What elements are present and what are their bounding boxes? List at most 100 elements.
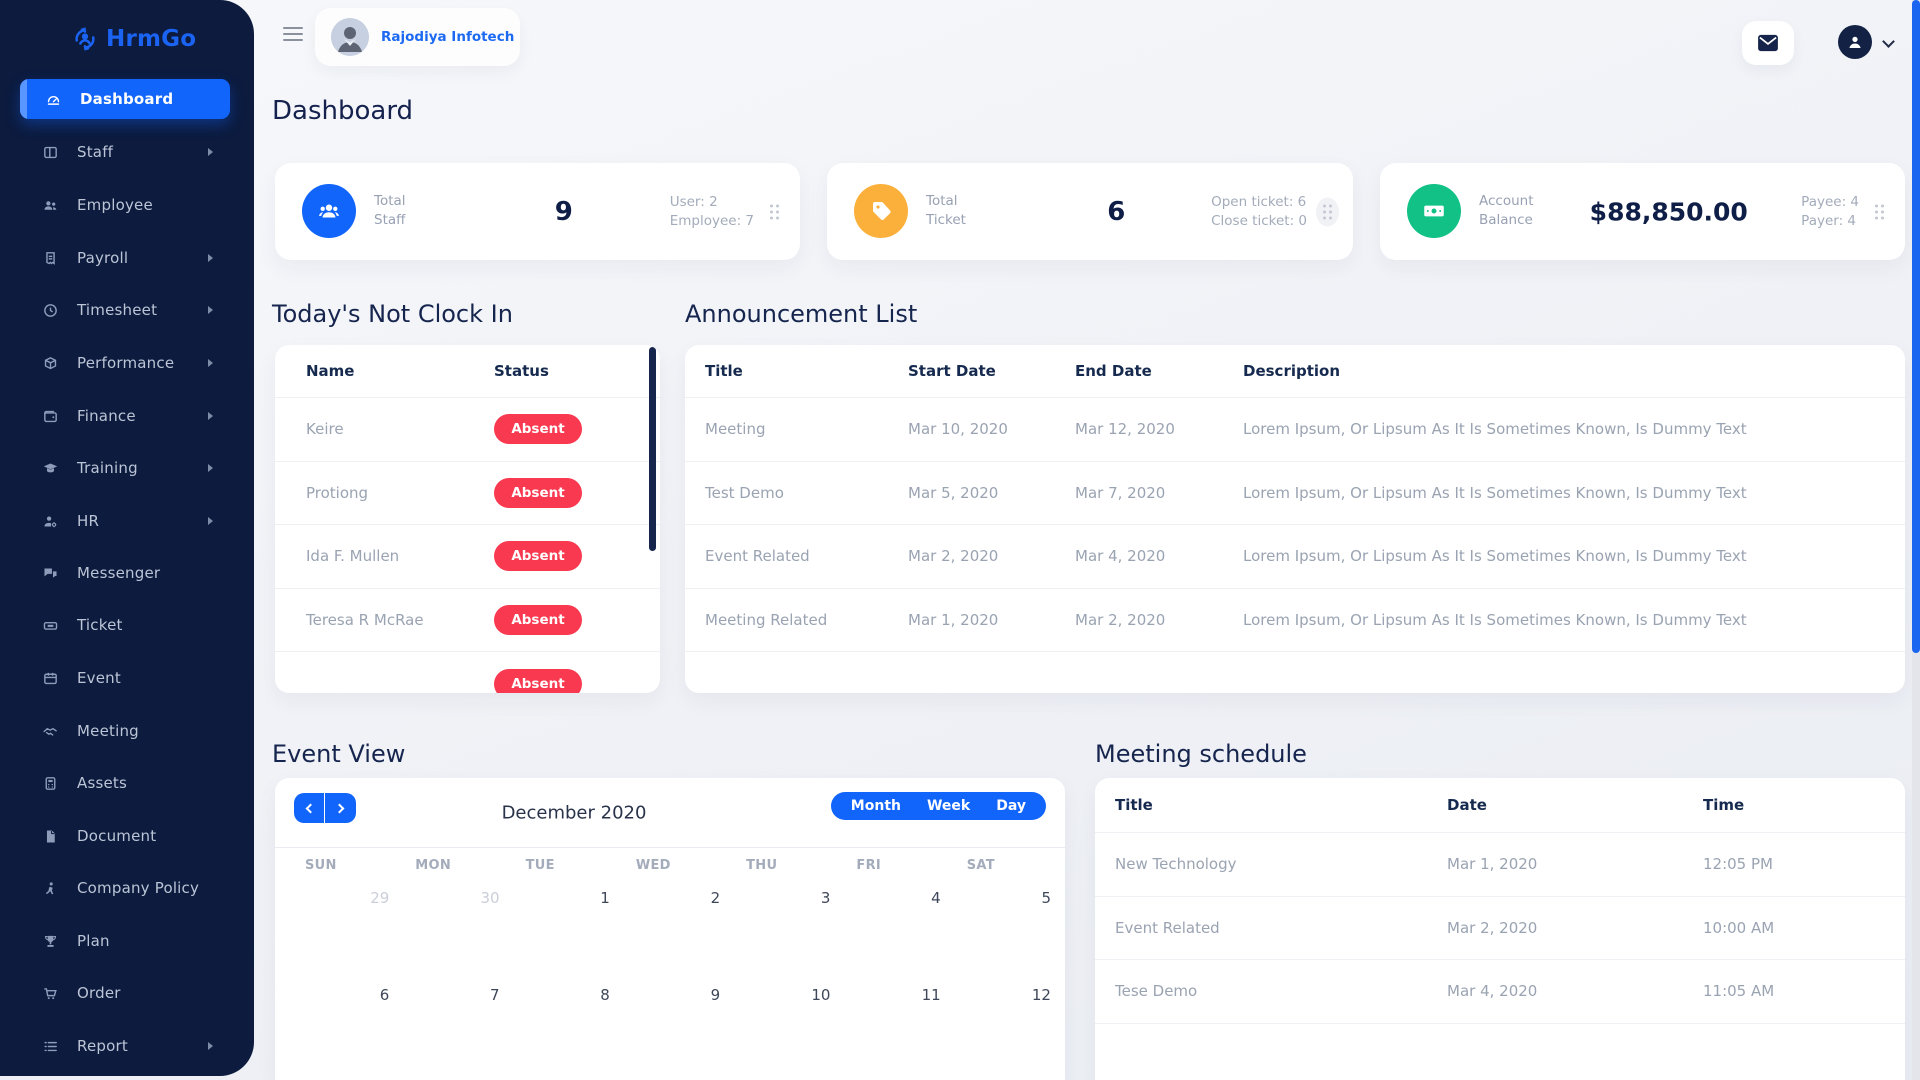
profile-menu-button[interactable] bbox=[1838, 25, 1872, 59]
next-month-button[interactable] bbox=[325, 793, 356, 823]
sidebar-item-timesheet[interactable]: Timesheet bbox=[17, 290, 233, 330]
sidebar-item-company-policy[interactable]: Company Policy bbox=[17, 868, 233, 908]
end-date: Mar 12, 2020 bbox=[1075, 420, 1175, 439]
sidebar-item-label: Report bbox=[77, 1037, 128, 1055]
messages-button[interactable] bbox=[1742, 21, 1794, 65]
chat-bubbles-icon bbox=[42, 565, 59, 582]
calendar-cell[interactable]: 7 bbox=[490, 986, 500, 1004]
sidebar-item-messenger[interactable]: Messenger bbox=[17, 553, 233, 593]
calendar-grid: 29 30 1 2 3 4 5 6 7 8 9 10 11 12 bbox=[289, 880, 1061, 1074]
stat-details: Payee: 4 Payer: 4 bbox=[1801, 193, 1859, 229]
view-month-button[interactable]: Month bbox=[850, 798, 901, 814]
table-row: Meeting Mar 10, 2020 Mar 12, 2020 Lorem … bbox=[685, 398, 1905, 462]
end-date: Mar 2, 2020 bbox=[1075, 610, 1166, 629]
sidebar-item-label: Document bbox=[77, 827, 157, 845]
calendar-cell[interactable]: 12 bbox=[1031, 986, 1051, 1004]
sidebar-item-training[interactable]: Training bbox=[17, 448, 233, 488]
sidebar-item-finance[interactable]: Finance bbox=[17, 396, 233, 436]
calendar-cell[interactable]: 10 bbox=[811, 986, 831, 1004]
calendar-cell[interactable]: 30 bbox=[480, 889, 500, 907]
column-header-title: Title bbox=[1115, 796, 1153, 814]
sidebar-item-performance[interactable]: Performance bbox=[17, 343, 233, 383]
status-badge: Absent bbox=[494, 477, 582, 508]
active-item-accent bbox=[20, 79, 27, 119]
panel-scrollbar-thumb[interactable] bbox=[649, 347, 656, 551]
sidebar-item-assets[interactable]: Assets bbox=[17, 763, 233, 803]
sidebar-item-dashboard[interactable]: Dashboard bbox=[20, 79, 230, 119]
table-row: Test Demo Mar 5, 2020 Mar 7, 2020 Lorem … bbox=[685, 462, 1905, 525]
user-avatar-icon bbox=[1846, 33, 1864, 51]
sidebar-item-document[interactable]: Document bbox=[17, 816, 233, 856]
column-header-title: Title bbox=[705, 362, 743, 380]
calendar-cell[interactable]: 11 bbox=[921, 986, 941, 1004]
prev-month-button[interactable] bbox=[294, 793, 325, 823]
sidebar-item-employee[interactable]: Employee bbox=[17, 185, 233, 225]
drag-handle-icon[interactable] bbox=[1868, 197, 1891, 226]
calendar-cell[interactable]: 9 bbox=[710, 986, 721, 1004]
meeting-time: 11:05 AM bbox=[1703, 982, 1775, 1001]
company-switcher[interactable]: Rajodiya Infotech bbox=[315, 8, 520, 66]
sidebar-item-payroll[interactable]: Payroll bbox=[17, 238, 233, 278]
sidebar-item-staff[interactable]: Staff bbox=[17, 132, 233, 172]
sidebar-item-plan[interactable]: Plan bbox=[17, 921, 233, 961]
view-day-button[interactable]: Day bbox=[996, 798, 1026, 814]
app-logo[interactable]: HrmGo bbox=[70, 24, 196, 54]
company-name: Rajodiya Infotech bbox=[381, 29, 515, 45]
sidebar-item-meeting[interactable]: Meeting bbox=[17, 711, 233, 751]
sidebar-item-report[interactable]: Report bbox=[17, 1026, 233, 1066]
stat-label: Total Ticket bbox=[926, 193, 966, 228]
chevron-left-icon bbox=[305, 803, 316, 813]
tag-icon bbox=[854, 184, 908, 238]
meeting-time: 10:00 AM bbox=[1703, 918, 1775, 937]
meeting-title: Tese Demo bbox=[1115, 982, 1198, 1001]
sidebar-item-label: Payroll bbox=[77, 249, 129, 267]
dashboard-icon bbox=[45, 91, 62, 108]
section-title-meeting-schedule: Meeting schedule bbox=[1095, 740, 1307, 768]
stat-card-total-ticket: Total Ticket 6 Open ticket: 6 Close ticket… bbox=[827, 163, 1353, 260]
column-header-end-date: End Date bbox=[1075, 362, 1152, 380]
calendar-cell[interactable]: 6 bbox=[379, 986, 390, 1004]
hamburger-menu-icon[interactable] bbox=[283, 27, 303, 45]
sidebar-item-ticket[interactable]: Ticket bbox=[17, 605, 233, 645]
drag-handle-icon[interactable] bbox=[1316, 197, 1339, 226]
table-row: New Technology Mar 1, 2020 12:05 PM bbox=[1095, 833, 1905, 897]
column-header-name: Name bbox=[306, 362, 355, 380]
day-header: TUE bbox=[525, 858, 555, 873]
calendar-cell[interactable]: 29 bbox=[370, 889, 390, 907]
chevron-right-icon bbox=[208, 1042, 213, 1050]
sidebar-item-label: Messenger bbox=[77, 564, 161, 582]
table-row: Meeting Related Mar 1, 2020 Mar 2, 2020 … bbox=[685, 589, 1905, 652]
day-header: MON bbox=[415, 858, 452, 873]
meeting-title: New Technology bbox=[1115, 855, 1237, 874]
calendar-cell[interactable]: 5 bbox=[1041, 889, 1051, 907]
column-header-start-date: Start Date bbox=[908, 362, 996, 380]
cube-icon bbox=[42, 355, 59, 372]
status-badge: Absent bbox=[494, 668, 582, 693]
list-icon bbox=[42, 1038, 59, 1055]
description: Lorem Ipsum, Or Lipsum As It Is Sometime… bbox=[1243, 483, 1747, 502]
calendar-month-title: December 2020 bbox=[501, 802, 647, 823]
calendar-cell[interactable]: 8 bbox=[600, 986, 610, 1004]
stat-label: Total Staff bbox=[374, 193, 406, 228]
sidebar-item-hr[interactable]: HR bbox=[17, 501, 233, 541]
calendar-cell[interactable]: 1 bbox=[600, 889, 610, 907]
sidebar-item-label: Company Policy bbox=[77, 879, 200, 897]
sidebar-item-order[interactable]: Order bbox=[17, 973, 233, 1013]
calendar-cell[interactable]: 4 bbox=[931, 889, 941, 907]
chevron-down-icon[interactable] bbox=[1882, 35, 1895, 48]
employee-name: Teresa R McRae bbox=[306, 610, 424, 629]
hrmgo-logo-icon bbox=[70, 24, 100, 54]
calendar-cell[interactable]: 3 bbox=[820, 889, 831, 907]
meeting-time: 12:05 PM bbox=[1703, 855, 1773, 874]
person-gear-icon bbox=[42, 513, 59, 530]
not-clock-in-panel: Name Status Keire Absent Protiong Absent… bbox=[275, 345, 660, 693]
drag-handle-icon[interactable] bbox=[763, 197, 786, 226]
sidebar-item-event[interactable]: Event bbox=[17, 658, 233, 698]
page-scrollbar-thumb[interactable] bbox=[1912, 0, 1920, 653]
sidebar-item-label: Finance bbox=[77, 407, 136, 425]
view-week-button[interactable]: Week bbox=[926, 798, 971, 814]
calendar-cell[interactable]: 2 bbox=[710, 889, 721, 907]
cart-icon bbox=[42, 985, 59, 1002]
chevron-right-icon bbox=[208, 517, 213, 525]
sidebar-item-label: Timesheet bbox=[77, 301, 158, 319]
